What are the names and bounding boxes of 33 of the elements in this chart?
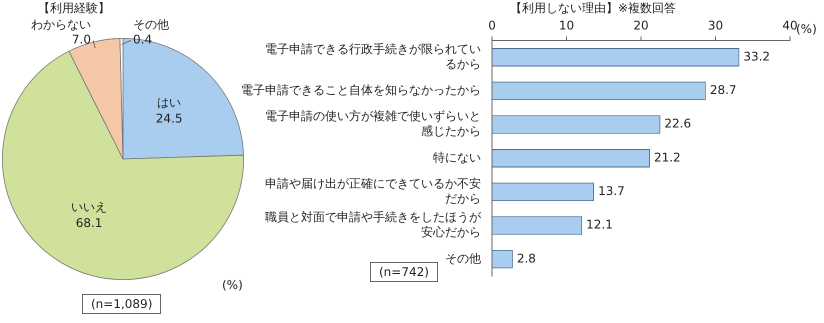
x-tick-label: 0 (488, 18, 496, 32)
data-label: 13.7 (598, 184, 625, 198)
text: (%) (222, 278, 243, 292)
data-label: 21.2 (654, 150, 681, 164)
data-label: 22.6 (664, 116, 692, 131)
text: (%) (796, 22, 817, 36)
slice-label: その他 (133, 18, 169, 32)
text: (n=1,089) (82, 294, 162, 314)
data-label: 33.2 (743, 49, 770, 64)
slice-label: いいえ (71, 200, 108, 214)
x-tick-label: 20 (633, 18, 649, 32)
y-tick-label: 職員と対面で申請や手続きをしたほうが安心だから (265, 210, 482, 240)
x-tick-label: 40 (782, 18, 798, 32)
data-label: 24.5 (156, 111, 183, 126)
text: (n=742) (370, 262, 438, 282)
data-label: 28.7 (710, 83, 737, 98)
slice-label: はい (157, 95, 182, 110)
data-label: 68.1 (76, 216, 102, 230)
slice-label: わからない (31, 18, 91, 32)
y-tick-label: 電子申請の使い方が複雑で使いずらいと感じたから (265, 109, 481, 138)
data-label: 0.4 (133, 32, 152, 47)
x-tick-label: 30 (708, 18, 724, 32)
data-label: 2.8 (516, 251, 536, 266)
data-label: 7.0 (72, 32, 91, 47)
chart-title: 【利用しない理由】※複数回答 (510, 0, 676, 17)
y-tick-label: 電子申請できる行政手続きが限られているから (265, 42, 481, 71)
y-tick-label: その他 (445, 251, 481, 266)
y-tick-label: 電子申請できること自体を知らなかったから (241, 83, 481, 98)
y-tick-label: 特にない (433, 150, 481, 164)
x-tick-label: 10 (558, 18, 574, 32)
y-tick-label: 申請や届け出が正確にできているか不安だから (265, 176, 481, 206)
data-label: 12.1 (586, 218, 613, 232)
chart-title: 【利用経験】 (38, 0, 110, 17)
